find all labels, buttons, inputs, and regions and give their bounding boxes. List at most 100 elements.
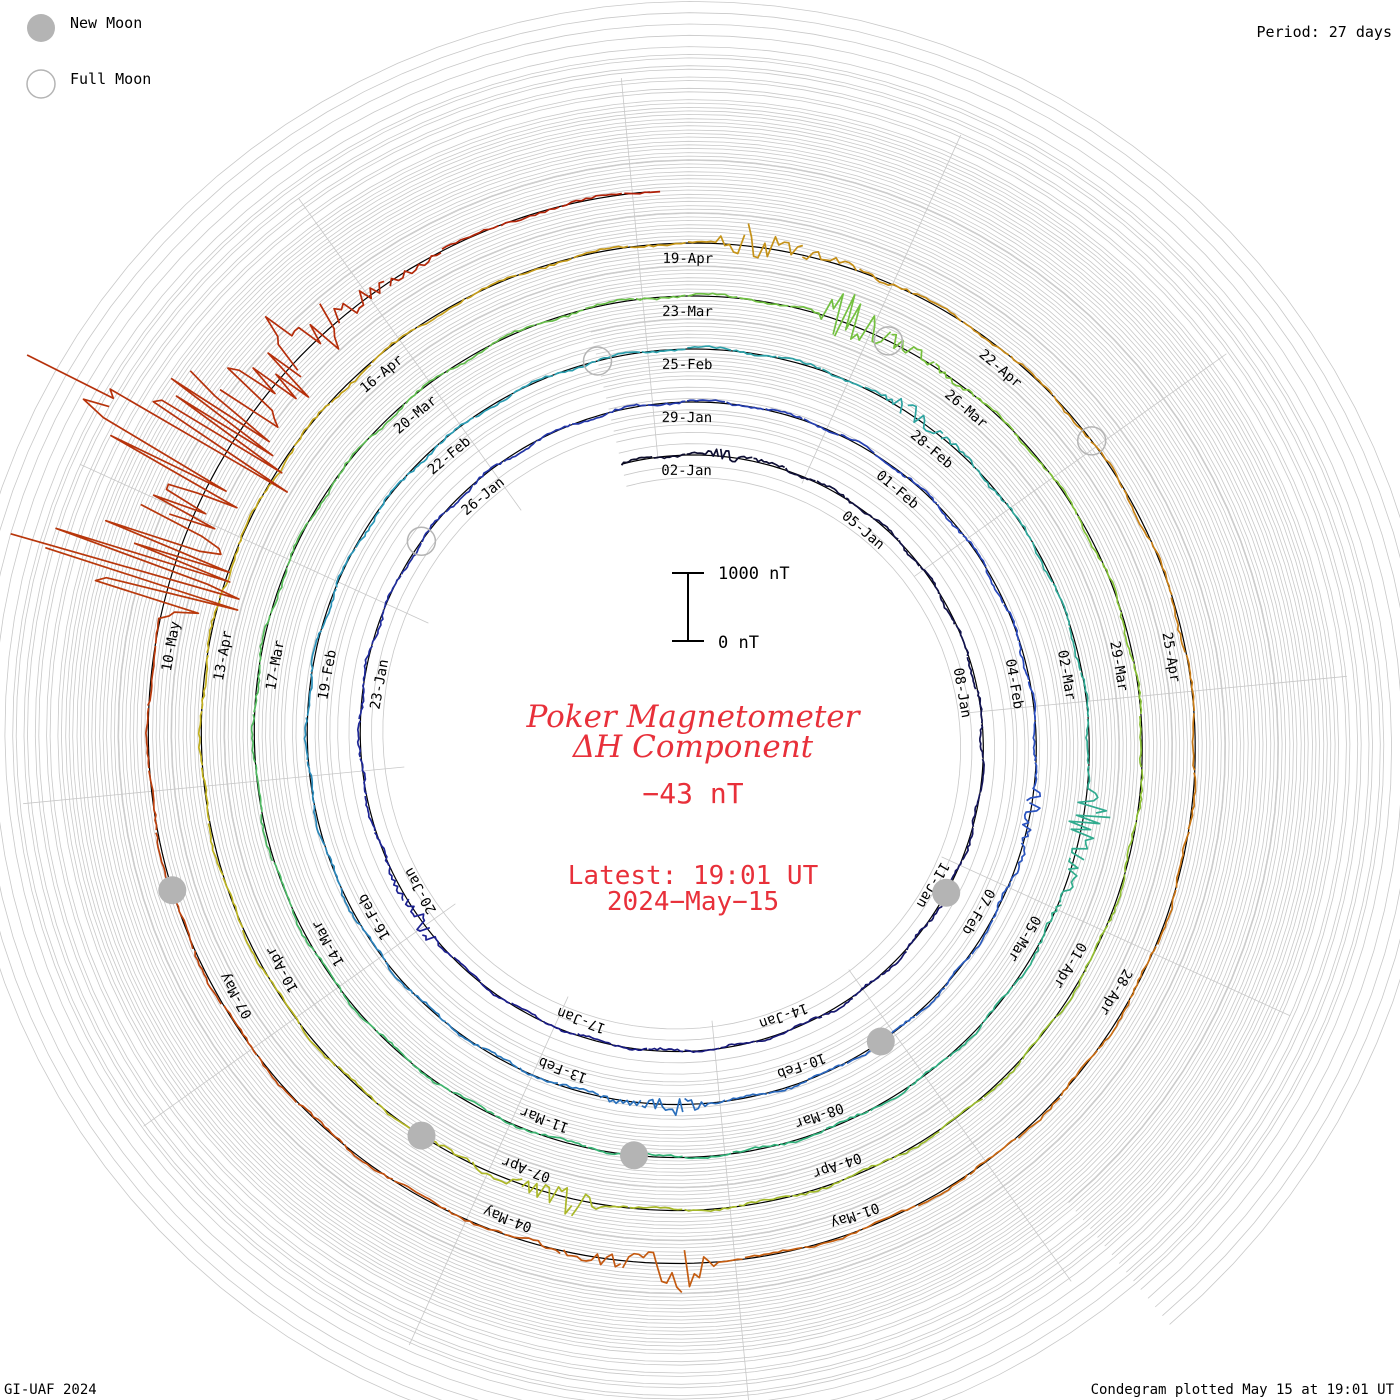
data-trace-segment <box>343 1144 393 1180</box>
data-trace-segment <box>747 223 804 259</box>
new-moon-marker <box>866 1027 895 1056</box>
data-trace-segment <box>881 950 908 976</box>
data-trace-segment <box>421 511 446 543</box>
data-trace-segment <box>624 190 661 195</box>
data-trace-segment <box>792 1179 843 1197</box>
grid-ring <box>27 68 1370 1385</box>
data-trace-segment <box>785 467 816 482</box>
data-trace-segment <box>898 539 920 567</box>
data-trace-segment <box>686 399 726 403</box>
grid-spoke <box>801 134 962 484</box>
data-trace-segment <box>330 364 372 404</box>
data-trace-segment <box>1150 541 1173 596</box>
grid-ring <box>49 91 1347 1363</box>
data-trace-segment <box>840 433 875 454</box>
date-label: 05-Jan <box>838 508 887 553</box>
data-trace-segment <box>570 1193 628 1217</box>
data-trace-segment <box>340 887 362 926</box>
data-trace-segment <box>936 504 964 535</box>
data-trace-segment <box>364 795 376 831</box>
data-trace-segment <box>310 630 323 673</box>
data-trace-segment <box>961 827 974 861</box>
data-trace-segment <box>962 321 1010 356</box>
data-trace-segment <box>1123 489 1151 541</box>
data-trace-segment <box>684 1152 732 1160</box>
data-trace-segment <box>738 1195 791 1207</box>
data-trace-segment <box>845 497 873 519</box>
data-trace-segment <box>804 1229 861 1249</box>
data-trace-segment <box>768 1080 808 1095</box>
data-trace-segment <box>935 362 975 397</box>
grid-spoke <box>965 675 1347 714</box>
data-trace-segment <box>1156 889 1177 945</box>
new-moon-icon <box>27 14 55 42</box>
data-trace-segment <box>475 393 513 418</box>
data-trace-segment <box>255 764 263 813</box>
data-trace-segment <box>422 934 453 958</box>
data-trace-segment <box>1124 822 1138 873</box>
data-trace-segment <box>1021 802 1041 842</box>
data-trace-segment <box>852 974 881 997</box>
data-trace-segment <box>684 1205 737 1213</box>
data-trace-segment <box>536 423 572 442</box>
data-trace-segment <box>1068 627 1082 671</box>
data-trace-segment <box>264 303 340 371</box>
data-trace-segment <box>1013 432 1048 472</box>
full-moon-marker <box>582 346 613 376</box>
data-trace-segment <box>335 548 356 588</box>
data-trace-segment <box>911 1056 949 1086</box>
new-moon-marker <box>620 1141 648 1170</box>
data-trace-segment <box>1107 874 1126 924</box>
date-label: 05-Mar <box>1004 912 1043 964</box>
data-trace-segment <box>270 567 288 614</box>
data-trace-segment <box>562 1249 622 1268</box>
new-moon-marker <box>932 878 961 907</box>
data-trace-segment <box>360 925 387 961</box>
grid-spoke <box>620 78 659 460</box>
data-trace-segment <box>518 257 572 276</box>
data-trace-segment <box>687 345 732 352</box>
data-trace-segment <box>218 546 240 599</box>
data-trace-segment <box>306 673 313 716</box>
grid-spoke <box>143 903 456 1127</box>
data-trace-segment <box>362 645 374 682</box>
data-trace-segment <box>519 1067 558 1084</box>
data-trace-segment <box>683 1249 743 1288</box>
data-trace-segment <box>439 416 474 445</box>
data-trace-segment <box>383 575 402 609</box>
data-trace-segment <box>411 1063 452 1093</box>
data-trace-segment <box>573 245 629 259</box>
data-trace-segment <box>985 568 1004 604</box>
data-trace-segment <box>1080 672 1090 718</box>
data-trace-segment <box>258 615 271 663</box>
data-trace-segment <box>982 986 1014 1023</box>
date-label: 04-Apr <box>810 1149 863 1181</box>
data-trace-segment <box>780 1129 825 1146</box>
data-trace-segment <box>822 997 854 1016</box>
data-trace-segment <box>201 655 209 710</box>
data-trace-segment <box>1017 1097 1061 1139</box>
full-moon-marker <box>406 526 437 557</box>
new-moon-marker <box>158 876 187 905</box>
data-trace-segment <box>1191 713 1196 771</box>
data-trace-segment <box>404 898 431 932</box>
date-label: 19-Feb <box>315 649 340 702</box>
data-trace-segment <box>983 1060 1022 1098</box>
grid-ring <box>0 23 1400 1400</box>
data-trace-segment <box>416 298 465 329</box>
data-trace-segment <box>1027 681 1037 720</box>
data-trace-segment <box>26 354 288 493</box>
data-trace-segment <box>452 1091 495 1116</box>
data-trace-segment <box>599 1095 642 1107</box>
data-trace-segment <box>726 1092 767 1102</box>
data-trace-segment <box>802 250 858 272</box>
data-trace-segment <box>197 711 204 766</box>
data-trace-segment <box>378 475 407 511</box>
data-trace-segment <box>629 1206 683 1211</box>
grid-spoke <box>79 463 429 624</box>
data-trace-segment <box>241 929 270 978</box>
data-trace-segment <box>621 1251 683 1293</box>
footer-plot-time: Condegram plotted May 15 at 19:01 UT <box>1091 1382 1395 1398</box>
latest-time: Latest: 19:01 UT <box>568 861 819 891</box>
